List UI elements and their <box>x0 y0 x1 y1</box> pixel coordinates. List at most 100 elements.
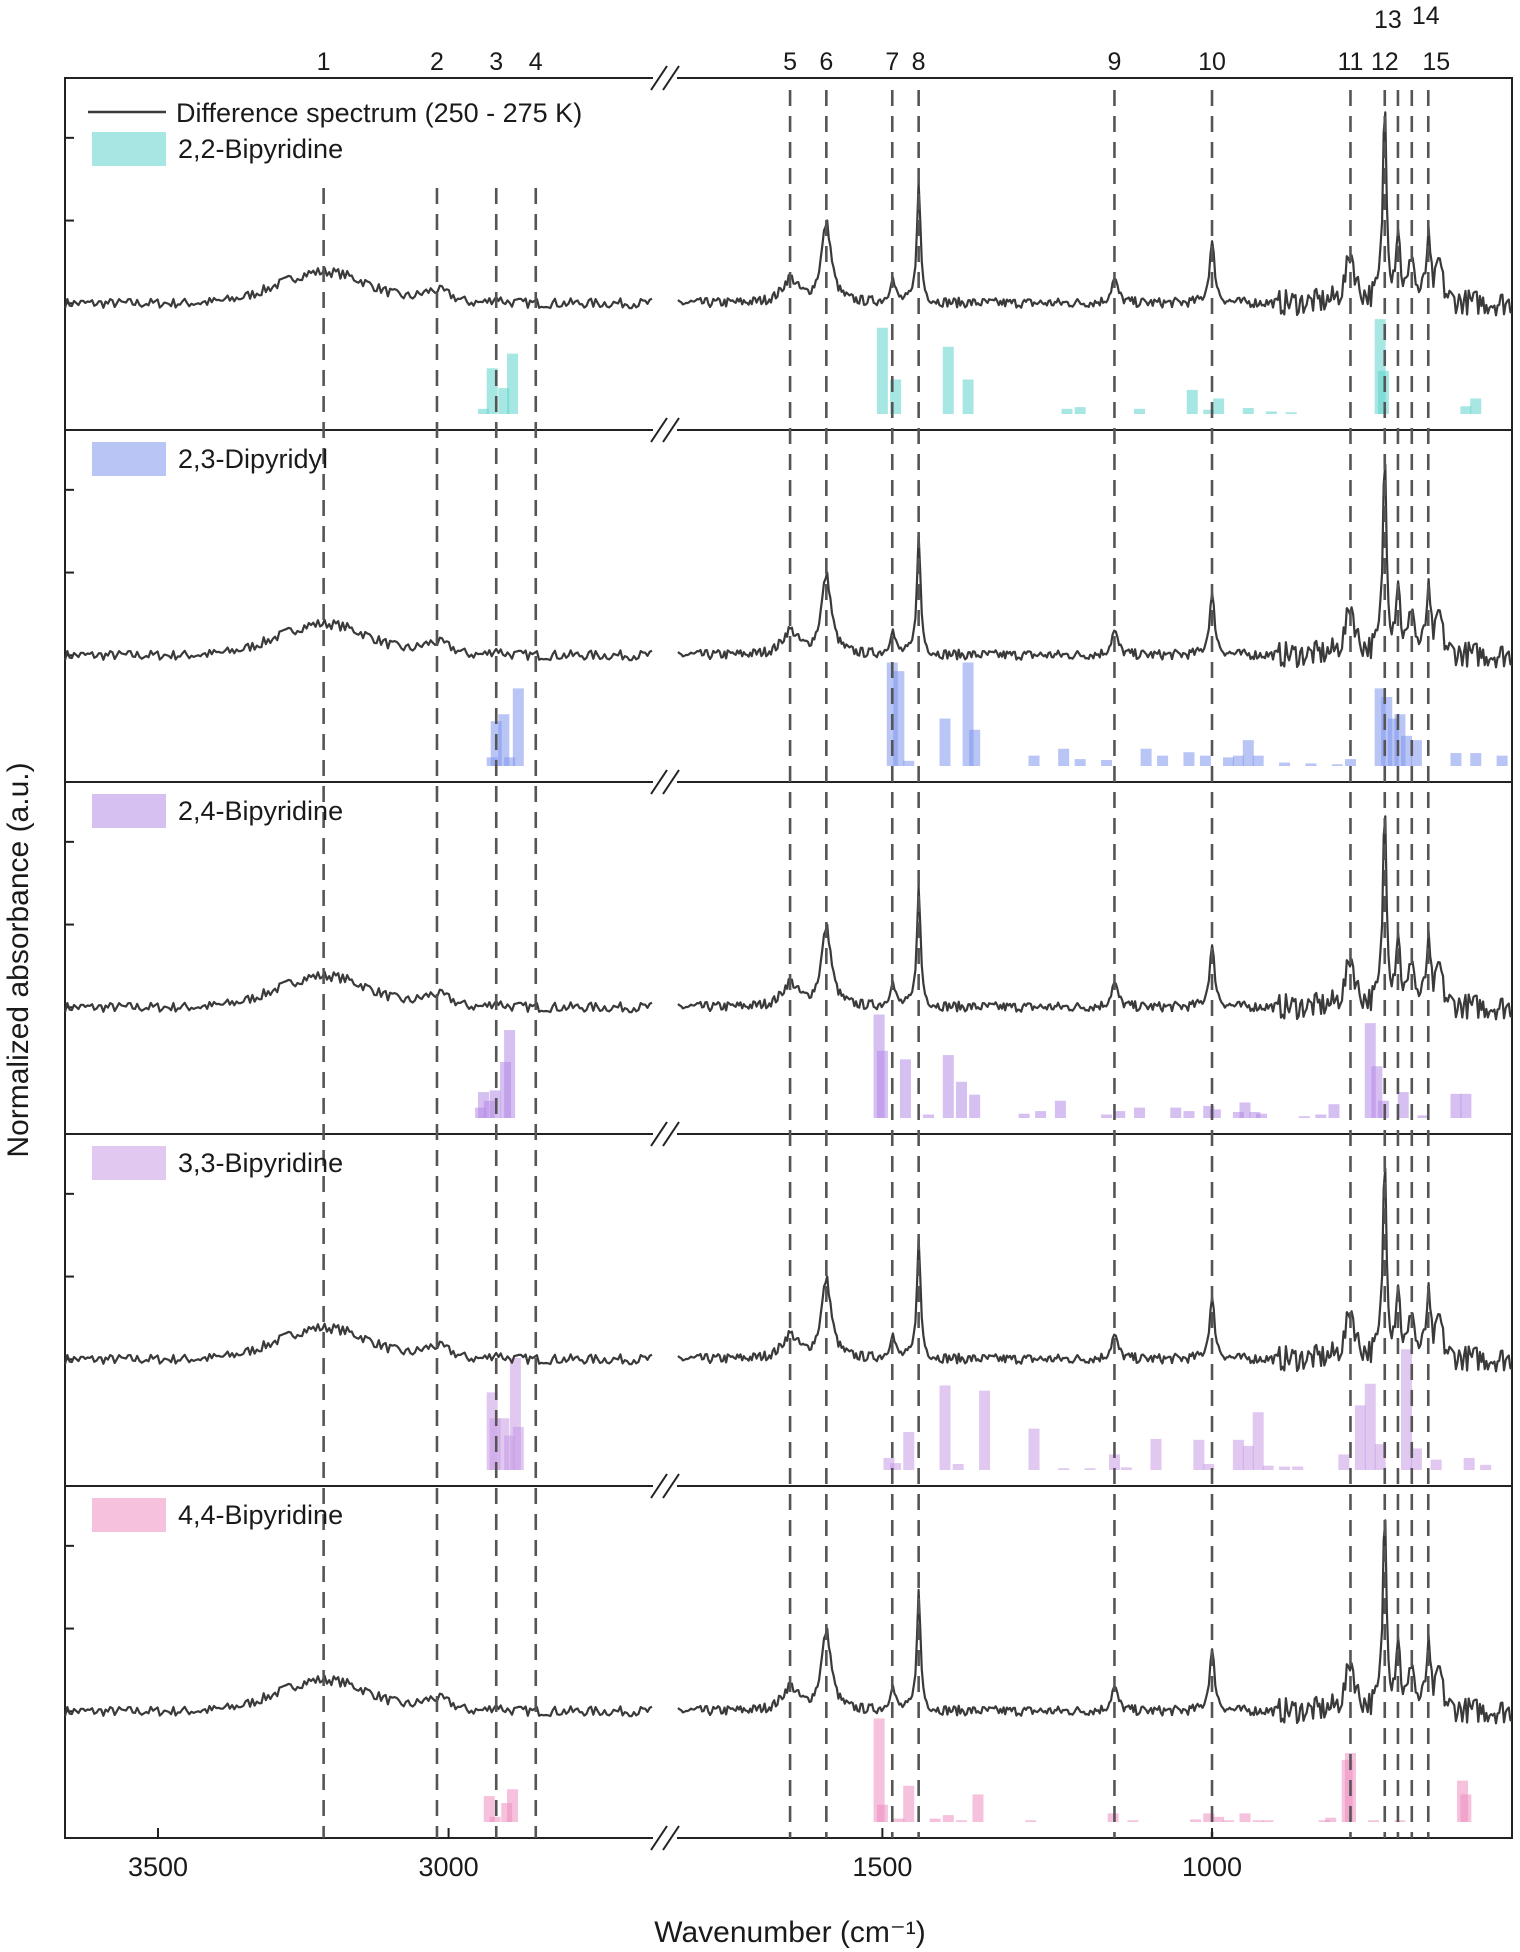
peak-label: 9 <box>1107 48 1121 76</box>
bar <box>1134 1107 1146 1118</box>
legend-label: 2,2-Bipyridine <box>178 134 343 164</box>
bar <box>1058 748 1070 766</box>
bar <box>507 353 519 414</box>
bar <box>1203 1813 1215 1822</box>
bar <box>1074 407 1086 414</box>
bar <box>1249 1111 1261 1118</box>
bar <box>1213 398 1225 414</box>
bar <box>883 1457 895 1470</box>
legend-swatch <box>92 132 166 166</box>
bar <box>1394 1820 1406 1822</box>
axis-break-mark <box>650 1473 668 1499</box>
bar <box>1318 1820 1330 1822</box>
bar <box>1239 1102 1251 1118</box>
bar <box>1150 1438 1162 1470</box>
bar <box>1018 1113 1030 1118</box>
legends: 2,2-Bipyridine 2,3-Dipyridyl 2,4-Bipyridin… <box>88 98 582 1532</box>
x-tick-label: 3000 <box>419 1852 479 1882</box>
bar <box>1397 1092 1409 1118</box>
bar <box>1186 389 1198 414</box>
bar <box>1374 688 1386 766</box>
bar <box>939 718 951 766</box>
bar <box>890 1463 902 1470</box>
bar <box>483 1100 495 1118</box>
bar <box>498 388 510 414</box>
peak-label: 8 <box>912 48 926 76</box>
bar <box>1157 755 1169 766</box>
bar <box>1315 1114 1327 1118</box>
bar <box>1401 735 1413 766</box>
bar <box>1107 1813 1119 1822</box>
legend-swatch <box>92 794 166 828</box>
x-axis: 3500 3000 1500 1000 <box>128 1828 1242 1882</box>
bar <box>1387 718 1399 766</box>
bar <box>876 1050 888 1118</box>
panel-frames <box>64 65 1513 1851</box>
bar <box>1242 407 1254 414</box>
bar <box>1127 1820 1139 1822</box>
panel-frame <box>64 77 1513 431</box>
x-tick-label: 3500 <box>128 1852 188 1882</box>
bar <box>504 757 516 766</box>
bar <box>1325 1817 1337 1822</box>
panel-frame <box>64 429 1513 783</box>
bar <box>1114 1111 1126 1118</box>
bar <box>955 1081 967 1118</box>
bar <box>979 1390 991 1470</box>
bar <box>1255 1113 1267 1118</box>
bar <box>1101 759 1113 766</box>
bar <box>1074 759 1086 766</box>
bar <box>1028 1428 1040 1470</box>
bar <box>1364 1383 1376 1470</box>
bar <box>1058 1468 1070 1470</box>
bar <box>477 1092 489 1118</box>
legend-label: Difference spectrum (250 - 275 K) <box>176 98 582 128</box>
bar <box>969 729 981 766</box>
bar <box>477 408 489 414</box>
bar <box>893 1818 905 1822</box>
spectrum-line <box>677 463 1513 669</box>
bar <box>1183 1111 1195 1118</box>
bar <box>1262 1465 1274 1470</box>
bar <box>498 1418 510 1470</box>
bar <box>1252 1412 1264 1470</box>
bar <box>1252 755 1264 766</box>
bar <box>1470 398 1482 414</box>
spectrum-line <box>63 618 653 662</box>
bar <box>972 1794 984 1822</box>
bar <box>1203 409 1215 414</box>
bar <box>1279 1466 1291 1470</box>
x-axis-label: Wavenumber (cm⁻¹) <box>654 1916 925 1949</box>
bar <box>1410 1448 1422 1470</box>
legend-swatch <box>92 1498 166 1532</box>
bar <box>504 1435 516 1470</box>
bar <box>903 760 915 766</box>
bar <box>1410 740 1422 766</box>
bar <box>1203 1463 1215 1470</box>
bar <box>929 1818 941 1822</box>
bar <box>1203 1105 1215 1118</box>
bar <box>1371 1066 1383 1118</box>
x-tick-label: 1000 <box>1182 1852 1242 1882</box>
bar <box>1331 764 1343 766</box>
bar <box>1242 740 1254 766</box>
peak-label: 14 <box>1412 2 1440 30</box>
bar <box>1025 1820 1037 1822</box>
spectrum-line <box>63 970 653 1014</box>
bar <box>1239 1813 1251 1822</box>
bar <box>1450 1093 1462 1118</box>
bar <box>1450 753 1462 766</box>
bar <box>1298 1116 1310 1118</box>
bar <box>942 1055 954 1118</box>
bar <box>483 1796 495 1822</box>
bar <box>962 379 974 414</box>
bar <box>1381 697 1393 766</box>
bar <box>1368 1820 1380 1822</box>
spectrum-line <box>677 1519 1513 1725</box>
panel-frame <box>64 781 1513 1135</box>
bar <box>942 1815 954 1822</box>
bar <box>1265 411 1277 414</box>
legend-swatch <box>92 442 166 476</box>
difference-spectra <box>63 111 1513 1725</box>
